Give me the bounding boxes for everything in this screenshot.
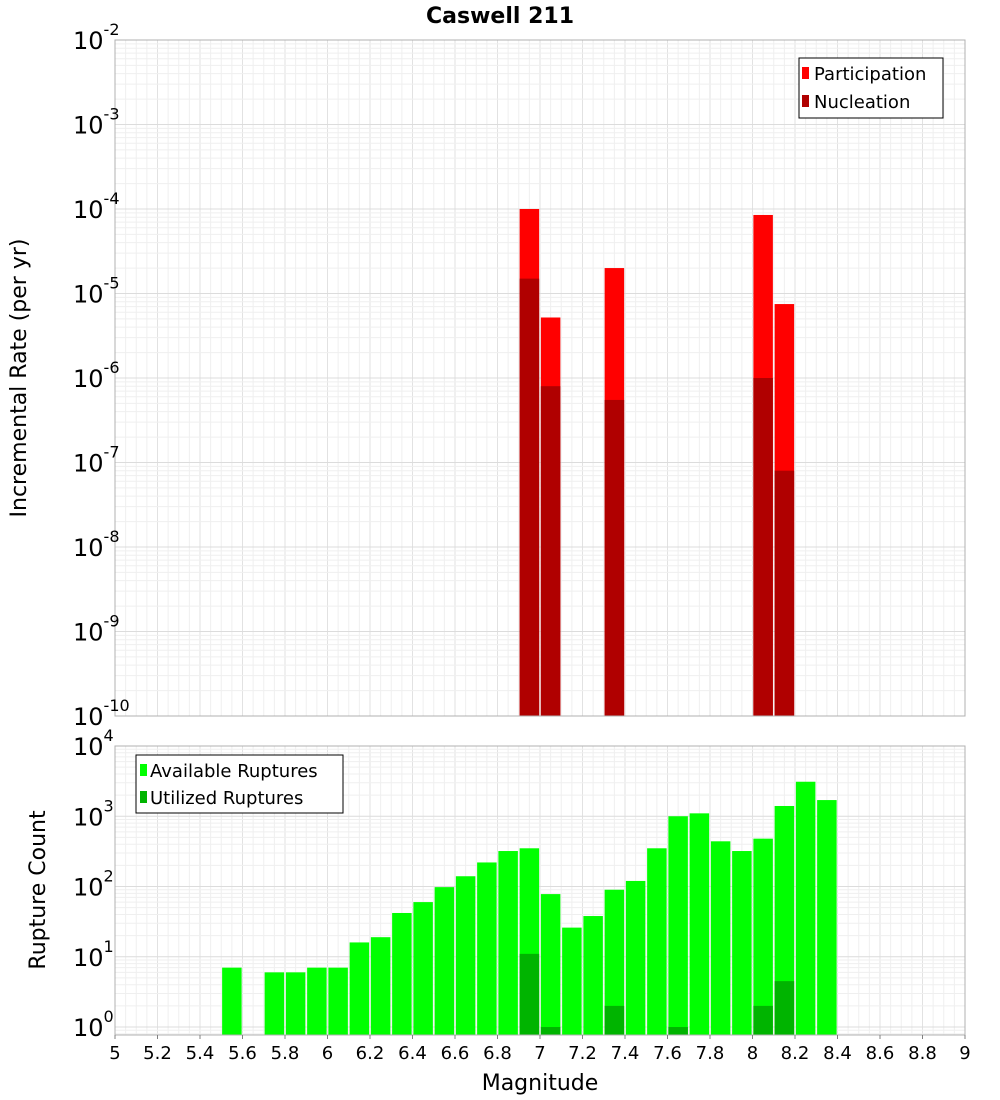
y-tick-label: 10-3	[73, 105, 120, 140]
y-tick-label: 102	[73, 867, 114, 902]
bar-available-ruptures	[753, 838, 773, 1035]
bar-available-ruptures	[817, 800, 837, 1035]
bar-available-ruptures	[562, 927, 582, 1035]
bar-available-ruptures	[774, 805, 795, 1035]
bottom-legend: Available Ruptures Utilized Ruptures	[135, 754, 344, 814]
bar-nucleation	[540, 386, 561, 716]
bottom-panel-x-ticks: 5 5.2 5.4 5.6 5.8 6 6.2 6.4 6.6 6.8 7 7.2 7.4 7.6 7.8 8…	[109, 1035, 971, 1064]
y-tick-label: 100	[73, 1007, 114, 1042]
bar-available-ruptures	[583, 916, 603, 1035]
x-tick-label: 8.2	[781, 1043, 810, 1064]
y-tick-label: 103	[73, 796, 114, 831]
x-tick-label: 7.8	[696, 1043, 725, 1064]
legend-label-available-ruptures: Available Ruptures	[150, 761, 318, 782]
bar-utilized-ruptures	[540, 1027, 561, 1035]
legend-label-nucleation: Nucleation	[814, 92, 910, 113]
x-axis-label: Magnitude	[482, 1071, 599, 1096]
bar-available-ruptures	[413, 902, 433, 1035]
bar-nucleation	[774, 470, 795, 716]
bar-available-ruptures	[349, 942, 370, 1035]
x-tick-label: 5.2	[143, 1043, 172, 1064]
x-tick-label: 5.4	[186, 1043, 215, 1064]
top-panel-frame	[114, 39, 966, 717]
bar-available-ruptures	[689, 813, 710, 1035]
x-tick-label: 7	[534, 1043, 545, 1064]
bar-available-ruptures	[455, 876, 476, 1035]
bottom-panel-bars	[222, 781, 837, 1035]
bar-available-ruptures	[328, 967, 348, 1035]
x-tick-label: 6.4	[398, 1043, 427, 1064]
y-tick-label: 10-10	[73, 696, 130, 731]
bar-available-ruptures	[710, 841, 731, 1035]
bar-available-ruptures	[264, 972, 285, 1035]
bar-utilized-ruptures	[519, 953, 540, 1035]
x-tick-label: 7.2	[568, 1043, 597, 1064]
x-tick-label: 5	[109, 1043, 120, 1064]
legend-label-participation: Participation	[814, 64, 926, 85]
bar-available-ruptures	[370, 937, 391, 1035]
bar-available-ruptures	[795, 781, 816, 1035]
y-tick-label: 10-9	[73, 612, 120, 647]
bar-utilized-ruptures	[753, 1005, 773, 1035]
y-tick-label: 10-4	[73, 189, 120, 224]
legend-swatch-participation	[802, 67, 809, 79]
chart-title: Caswell 211	[426, 4, 574, 29]
bar-available-ruptures	[540, 894, 561, 1035]
bottom-panel-y-ticks: 104 103 102 101 100	[73, 726, 114, 1042]
bar-available-ruptures	[434, 887, 455, 1035]
top-y-axis-label: Incremental Rate (per yr)	[7, 239, 32, 518]
legend-swatch-utilized-ruptures	[140, 791, 147, 803]
bar-available-ruptures	[307, 967, 327, 1035]
bar-available-ruptures	[668, 816, 688, 1035]
bar-nucleation	[519, 278, 540, 716]
x-tick-label: 7.6	[653, 1043, 682, 1064]
bar-nucleation	[604, 399, 625, 716]
top-legend: Participation Nucleation	[798, 57, 944, 119]
bar-available-ruptures	[732, 851, 752, 1035]
x-tick-label: 6.8	[483, 1043, 512, 1064]
y-tick-label: 10-8	[73, 527, 120, 562]
bar-utilized-ruptures	[604, 1005, 625, 1035]
x-tick-label: 8.4	[823, 1043, 852, 1064]
bar-utilized-ruptures	[668, 1027, 688, 1035]
y-tick-label: 10-2	[73, 20, 120, 55]
bar-available-ruptures	[604, 889, 625, 1035]
x-tick-label: 6.2	[356, 1043, 385, 1064]
top-panel-grid	[114, 39, 966, 717]
top-panel-bars	[519, 209, 795, 716]
bar-nucleation	[753, 378, 773, 716]
top-panel-y-ticks: 10-2 10-3 10-4 10-5 10-6 10-7 10-8 10-9 10-10	[73, 20, 130, 731]
x-tick-label: 5.8	[271, 1043, 300, 1064]
y-tick-label: 10-7	[73, 443, 120, 478]
x-tick-label: 8	[747, 1043, 758, 1064]
bar-available-ruptures	[498, 851, 518, 1035]
bottom-y-axis-label: Rupture Count	[26, 810, 51, 970]
x-tick-label: 6	[322, 1043, 333, 1064]
bar-available-ruptures	[285, 972, 306, 1035]
legend-label-utilized-ruptures: Utilized Ruptures	[150, 788, 303, 809]
y-tick-label: 10-5	[73, 274, 120, 309]
x-tick-label: 8.6	[866, 1043, 895, 1064]
y-tick-label: 101	[73, 937, 114, 972]
y-tick-label: 104	[73, 726, 114, 761]
x-tick-label: 6.6	[441, 1043, 470, 1064]
bar-utilized-ruptures	[774, 981, 795, 1035]
bar-available-ruptures	[625, 880, 646, 1035]
legend-swatch-available-ruptures	[140, 764, 147, 776]
y-tick-label: 10-6	[73, 358, 120, 393]
x-tick-label: 5.6	[228, 1043, 257, 1064]
x-tick-label: 9	[959, 1043, 970, 1064]
x-tick-label: 8.8	[908, 1043, 937, 1064]
bar-available-ruptures	[392, 912, 412, 1035]
x-tick-label: 7.4	[611, 1043, 640, 1064]
bar-available-ruptures	[477, 862, 497, 1035]
bar-available-ruptures	[647, 848, 667, 1035]
legend-swatch-nucleation	[802, 95, 809, 107]
bar-available-ruptures	[222, 967, 242, 1035]
